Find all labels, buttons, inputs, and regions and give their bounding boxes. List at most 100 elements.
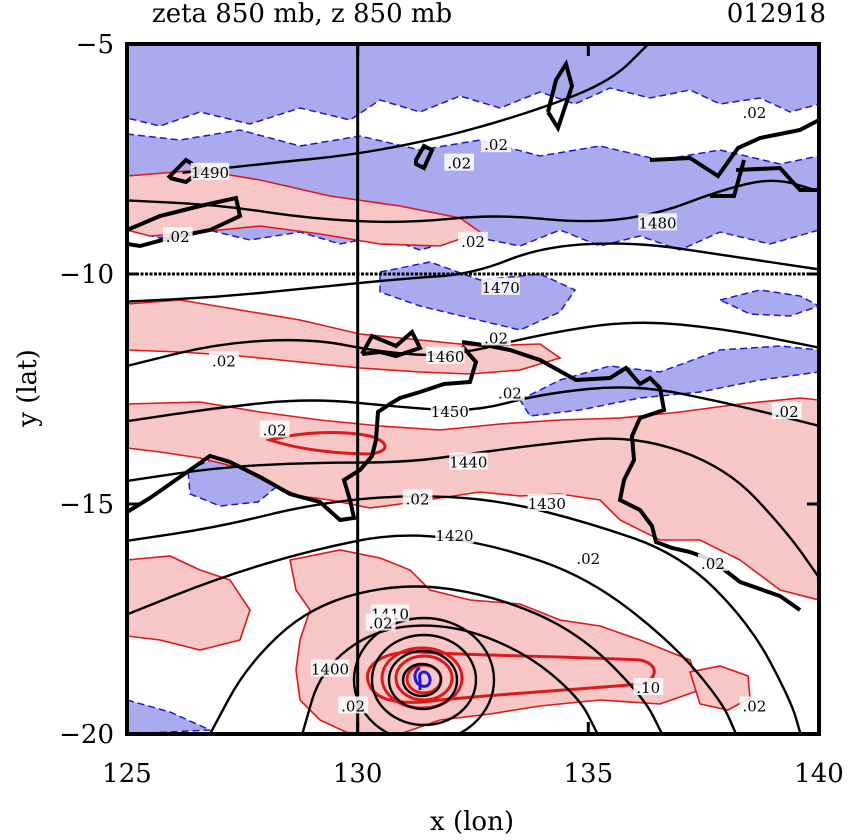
vorticity-label-13-bg bbox=[365, 613, 396, 631]
x-tick-label: 135 bbox=[564, 759, 614, 789]
vorticity-label-3: .02 bbox=[166, 228, 190, 246]
height-label-0-bg bbox=[190, 162, 230, 180]
height-label-7: 1420 bbox=[435, 527, 473, 545]
y-tick-label: −10 bbox=[59, 260, 114, 290]
vorticity-label-12-bg bbox=[573, 549, 604, 567]
height-contour-1440 bbox=[127, 437, 819, 579]
vorticity-label-3-bg bbox=[162, 227, 193, 245]
vorticity-label-9-bg bbox=[495, 383, 525, 401]
height-contour-1400 bbox=[301, 624, 599, 734]
low-center-contours bbox=[352, 616, 496, 734]
vorticity-label-10: .02 bbox=[406, 490, 430, 508]
x-tick-label: 140 bbox=[794, 759, 844, 789]
height-contour-1430 bbox=[127, 495, 802, 734]
height-label-10: .10 bbox=[636, 679, 660, 697]
blue-center-curve bbox=[413, 666, 432, 690]
height-label-3-bg bbox=[426, 346, 465, 364]
vorticity-core-contour-2 bbox=[394, 654, 454, 702]
height-contour-1470 bbox=[127, 242, 819, 303]
vorticity-label-14-bg bbox=[739, 696, 770, 714]
vorticity-label-13: .02 bbox=[369, 615, 393, 633]
negative-region-right-strip bbox=[518, 345, 819, 417]
vorticity-label-11-bg bbox=[698, 553, 728, 571]
negative-region-top-band bbox=[127, 44, 819, 127]
height-label-9-bg bbox=[310, 659, 350, 677]
vorticity-label-6-bg bbox=[209, 351, 239, 369]
height-label-9: 1400 bbox=[311, 661, 349, 679]
height-label-6: 1430 bbox=[528, 495, 566, 513]
vorticity-label-6: .02 bbox=[212, 352, 236, 370]
vorticity-label-2-bg bbox=[444, 153, 475, 171]
negative-region-center-strip bbox=[379, 261, 577, 331]
negative-region-bottom-left bbox=[127, 699, 211, 734]
boundary-right-3 bbox=[735, 165, 819, 192]
vorticity-label-4-bg bbox=[458, 231, 488, 249]
height-label-3: 1460 bbox=[426, 348, 464, 366]
vorticity-label-8: .02 bbox=[263, 421, 287, 439]
height-label-4: 1450 bbox=[431, 403, 469, 421]
boundary-lines bbox=[127, 59, 819, 612]
vorticity-label-5-bg bbox=[481, 328, 511, 346]
axes: 125 130 135 140 −5 −10 −15 −20 bbox=[59, 30, 844, 789]
boundary-mid-3 bbox=[461, 340, 802, 612]
vorticity-label-10-bg bbox=[402, 489, 433, 507]
vorticity-label-1: .02 bbox=[484, 136, 508, 154]
vorticity-label-9: .02 bbox=[498, 385, 522, 403]
vorticity-band-contour bbox=[264, 431, 387, 456]
chart-date: 012918 bbox=[727, 0, 826, 29]
height-contour-1410 bbox=[208, 585, 664, 734]
vorticity-label-5: .02 bbox=[484, 329, 508, 347]
y-tick-label: −15 bbox=[59, 490, 114, 520]
boundary-top-mid bbox=[546, 59, 575, 133]
chart-title: zeta 850 mb, z 850 mb bbox=[152, 0, 452, 29]
vorticity-label-4: .02 bbox=[461, 233, 485, 251]
boundary-mid-2 bbox=[127, 344, 479, 523]
vorticity-label-7-bg bbox=[771, 402, 802, 419]
boundary-mid-1 bbox=[360, 328, 423, 359]
y-axis-label: y (lat) bbox=[13, 349, 43, 428]
plot-frame bbox=[125, 42, 821, 736]
low-contour-4 bbox=[401, 662, 443, 698]
height-contour-1460 bbox=[127, 321, 819, 368]
height-label-1-bg bbox=[638, 213, 677, 231]
vorticity-label-12: .02 bbox=[576, 550, 600, 568]
low-contour-1 bbox=[352, 616, 496, 734]
height-label-2-bg bbox=[481, 277, 520, 295]
height-contour-1480 bbox=[127, 179, 819, 224]
vorticity-label-8-bg bbox=[259, 420, 290, 438]
y-tick-label: −20 bbox=[59, 720, 114, 750]
vorticity-label-1-bg bbox=[481, 135, 511, 153]
height-label-2: 1470 bbox=[482, 279, 520, 297]
boundary-top-mid-2 bbox=[414, 143, 435, 171]
y-tick-label: −5 bbox=[76, 30, 114, 60]
vorticity-label-15: .02 bbox=[341, 697, 365, 715]
height-label-4-bg bbox=[430, 402, 470, 419]
boundary-right-2 bbox=[710, 159, 746, 198]
plot-area: 1490148014701460145014401430142014101400… bbox=[127, 44, 819, 734]
x-tick-label: 125 bbox=[102, 759, 152, 789]
vorticity-label-2: .02 bbox=[447, 155, 471, 173]
height-label-5: 1440 bbox=[449, 454, 487, 472]
x-axis-label: x (lon) bbox=[430, 807, 514, 837]
height-label-0: 1490 bbox=[191, 164, 229, 182]
height-label-10-bg bbox=[633, 678, 664, 695]
low-contour-2 bbox=[370, 633, 478, 727]
reference-lines bbox=[127, 44, 819, 734]
boundary-right-1 bbox=[649, 118, 819, 179]
contour-labels: 1490148014701460145014401430142014101400… bbox=[162, 103, 802, 715]
boundary-upper-left-2 bbox=[127, 195, 243, 249]
x-tick-label: 130 bbox=[333, 759, 383, 789]
vorticity-label-0: .02 bbox=[742, 104, 766, 122]
vorticity-label-0-bg bbox=[739, 103, 770, 120]
cyclone-center-marker bbox=[413, 666, 432, 690]
height-label-7-bg bbox=[435, 526, 474, 544]
height-label-1: 1480 bbox=[638, 214, 676, 232]
vorticity-label-14: .02 bbox=[742, 697, 766, 715]
low-contour-3 bbox=[387, 649, 459, 711]
vorticity-label-15-bg bbox=[338, 696, 368, 714]
vorticity-label-11: .02 bbox=[701, 555, 725, 573]
vorticity-label-7: .02 bbox=[775, 403, 799, 421]
negative-region-small bbox=[717, 289, 819, 317]
height-label-6-bg bbox=[527, 494, 566, 511]
